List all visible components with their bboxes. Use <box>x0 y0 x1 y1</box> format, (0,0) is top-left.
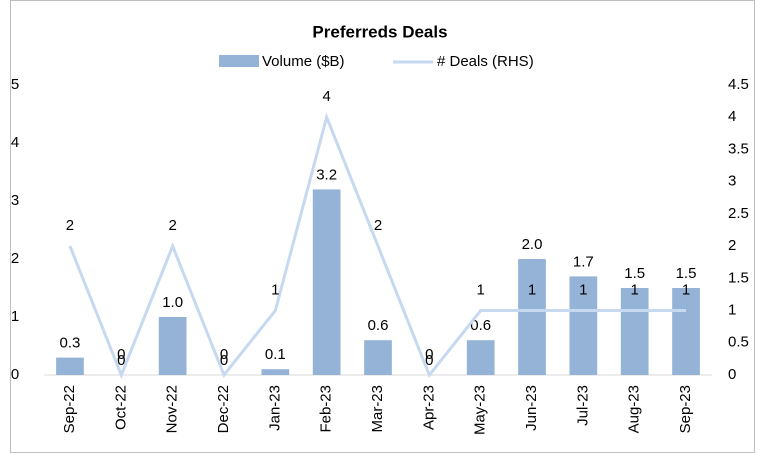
x-tick-label: Apr-23 <box>420 385 437 430</box>
data-label: 0 <box>425 352 433 369</box>
data-label: 1.7 <box>573 253 594 270</box>
data-label: 0.6 <box>470 317 491 334</box>
y-tick-label: 5 <box>11 76 19 93</box>
legend-label: # Deals (RHS) <box>437 53 534 70</box>
data-label: 2 <box>66 217 74 234</box>
data-label: 1 <box>579 282 587 299</box>
legend-swatch <box>219 55 259 67</box>
data-label: 0.6 <box>368 317 389 334</box>
y-tick-label: 4 <box>11 134 19 151</box>
data-label: 1.5 <box>624 265 645 282</box>
y2-tick-label: 3 <box>728 173 736 190</box>
bar <box>569 276 598 375</box>
data-label: 0.3 <box>60 335 81 352</box>
data-label: 1 <box>528 282 536 299</box>
bar <box>261 369 290 375</box>
x-tick-label: Sep-23 <box>677 385 694 433</box>
x-tick-label: Dec-22 <box>215 385 232 433</box>
bar <box>312 189 341 375</box>
data-label: 0.1 <box>265 346 286 363</box>
x-tick-label: Oct-22 <box>112 385 129 430</box>
y2-tick-label: 3.5 <box>728 140 749 157</box>
x-tick-label: Jul-23 <box>574 385 591 426</box>
bar <box>158 317 187 375</box>
data-label: 1.0 <box>162 294 183 311</box>
y-tick-label: 2 <box>11 250 19 267</box>
y2-tick-label: 2.5 <box>728 205 749 222</box>
data-label: 0 <box>220 346 228 363</box>
data-label: 2 <box>168 217 176 234</box>
x-tick-label: May-23 <box>472 385 489 435</box>
bar <box>364 340 392 375</box>
data-label: 0 <box>425 346 433 363</box>
data-label: 0 <box>117 346 125 363</box>
data-label: 0 <box>220 352 228 369</box>
data-label: 1 <box>477 282 485 299</box>
y2-tick-label: 0 <box>728 366 736 383</box>
y-tick-label: 1 <box>11 308 19 325</box>
data-label: 1.5 <box>676 265 697 282</box>
data-label: 1 <box>682 282 690 299</box>
x-tick-label: Feb-23 <box>318 385 335 433</box>
chart-border <box>10 0 755 453</box>
bar <box>466 340 495 375</box>
x-tick-label: Jan-23 <box>266 385 283 431</box>
y2-tick-label: 2 <box>728 237 736 254</box>
x-tick-label: Nov-22 <box>164 385 181 433</box>
data-label: 0 <box>117 352 125 369</box>
data-label: 2 <box>374 217 382 234</box>
y2-tick-label: 1 <box>728 302 736 319</box>
chart-title: Preferreds Deals <box>312 22 447 41</box>
y2-tick-label: 4.5 <box>728 76 749 93</box>
data-label: 3.2 <box>316 166 337 183</box>
y2-tick-label: 0.5 <box>728 334 749 351</box>
data-label: 1 <box>271 282 279 299</box>
bar <box>56 357 84 375</box>
deals-line <box>68 112 687 380</box>
data-label: 2.0 <box>522 236 543 253</box>
y-tick-label: 0 <box>11 366 19 383</box>
y2-tick-label: 4 <box>728 108 736 125</box>
x-tick-label: Sep-22 <box>61 385 78 433</box>
y-tick-label: 3 <box>11 192 19 209</box>
data-label: 4 <box>322 88 330 105</box>
bar <box>672 288 700 375</box>
x-tick-label: Aug-23 <box>626 385 643 433</box>
x-tick-label: Jun-23 <box>523 385 540 431</box>
legend-label: Volume ($B) <box>262 53 345 70</box>
bar <box>518 259 546 375</box>
data-label: 1 <box>631 282 639 299</box>
bar <box>620 288 649 375</box>
y2-tick-label: 1.5 <box>728 269 749 286</box>
x-tick-label: Mar-23 <box>369 385 386 433</box>
